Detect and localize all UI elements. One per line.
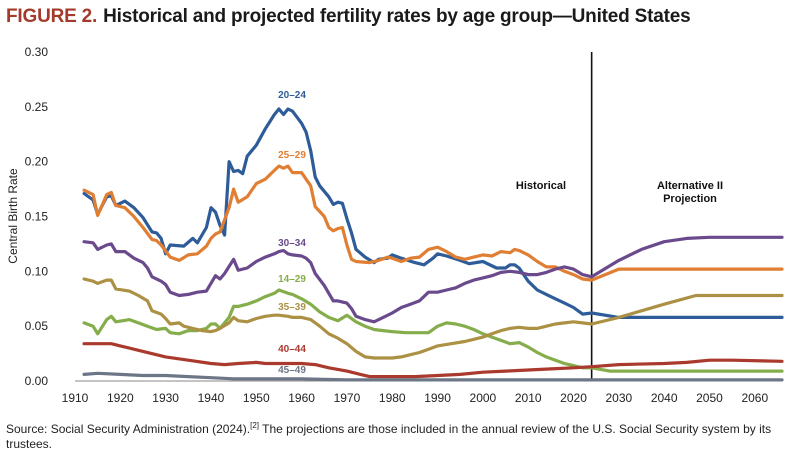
source-text: Source: Social Security Administration (… <box>6 422 251 436</box>
series-line-25-29 <box>82 164 784 282</box>
x-tick-label: 2060 <box>741 391 768 405</box>
y-tick-label: 0.20 <box>25 155 49 169</box>
series-label: 25–29 <box>278 150 306 161</box>
x-tick-label: 1980 <box>379 391 406 405</box>
x-tick-label: 2050 <box>696 391 723 405</box>
series-label: 20–24 <box>278 90 306 101</box>
x-tick-label: 1990 <box>424 391 451 405</box>
series-label: 40–44 <box>278 344 306 355</box>
y-axis-label: Central Birth Rate <box>6 168 20 264</box>
projection-annotation-line2: Projection <box>663 193 717 205</box>
x-tick-label: 1940 <box>198 391 225 405</box>
x-tick-label: 1950 <box>243 391 270 405</box>
series-label: 35–39 <box>278 302 306 313</box>
historical-annotation: Historical <box>516 180 566 192</box>
series-label: 45–49 <box>278 365 306 376</box>
series-label: 14–29 <box>278 274 306 285</box>
x-tick-label: 1910 <box>62 391 89 405</box>
series-line-40-44 <box>82 342 784 379</box>
figure-title-text: Historical and projected fertility rates… <box>103 6 691 27</box>
chart-series <box>82 107 784 382</box>
chart-axes: 0.00 0.05 0.10 0.15 0.20 0.25 0.30 1910 1920 1930… <box>6 45 782 405</box>
figure-label: FIGURE 2. <box>6 6 98 27</box>
series-line-30-34 <box>82 235 784 324</box>
y-tick-label: 0.00 <box>25 374 49 388</box>
y-tick-label: 0.15 <box>25 210 49 224</box>
x-tick-label: 1960 <box>288 391 315 405</box>
x-tick-label: 1970 <box>334 391 361 405</box>
x-tick-label: 2040 <box>651 391 678 405</box>
x-tick-label: 1930 <box>152 391 179 405</box>
series-label: 30–34 <box>278 238 306 249</box>
y-tick-label: 0.30 <box>25 45 49 59</box>
source-note: Source: Social Security Administration (… <box>6 418 780 452</box>
figure-title: FIGURE 2. Historical and projected fertil… <box>6 6 691 28</box>
series-line-14-29 <box>82 288 784 373</box>
x-tick-label: 1920 <box>107 391 134 405</box>
x-tick-label: 2030 <box>605 391 632 405</box>
y-tick-label: 0.10 <box>25 264 49 278</box>
y-tick-label: 0.25 <box>25 100 49 114</box>
projection-annotation-line1: Alternative II <box>657 180 723 192</box>
source-text-2: The projections are those included in th… <box>6 422 772 451</box>
x-tick-label: 2000 <box>470 391 497 405</box>
x-tick-label: 2010 <box>515 391 542 405</box>
series-line-35-39 <box>82 277 784 360</box>
series-line-20-24 <box>82 107 784 319</box>
x-tick-label: 2020 <box>560 391 587 405</box>
series-line-45-49 <box>82 371 784 382</box>
y-tick-label: 0.05 <box>25 319 49 333</box>
source-ref: [2] <box>250 421 260 430</box>
